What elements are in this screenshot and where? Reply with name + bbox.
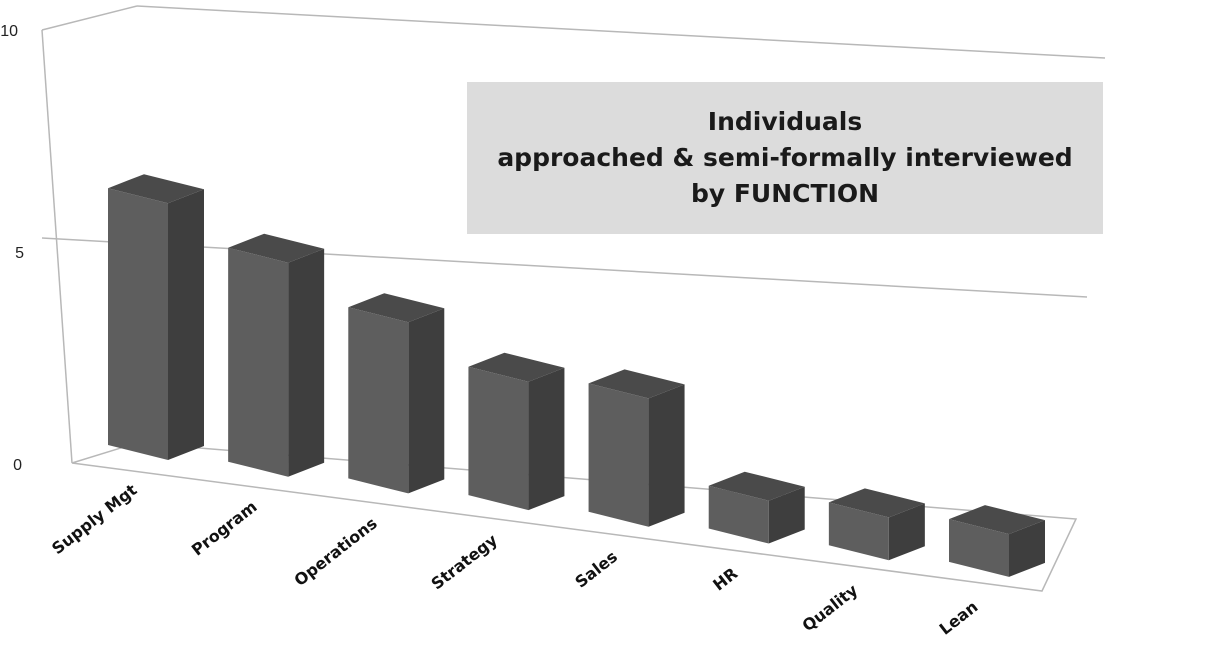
chart-title-line-3: by FUNCTION [690,179,880,208]
bar-side [168,189,204,460]
bar-side [768,486,805,544]
bar-sales [588,369,685,527]
x-tick-label: Strategy [428,530,502,593]
bar-front [468,366,529,511]
bar-supply-mgt [108,174,204,460]
bar-top [108,174,204,204]
bar-front [949,519,1009,577]
bar-lean [949,505,1045,577]
bar-side [288,248,325,477]
gridline-5 [41,237,1088,298]
bar-side [648,384,685,527]
bar-front [588,383,649,527]
bar-top [828,488,925,518]
chart-title-line-2: approached & semi-formally interviewed [497,143,1073,172]
bar-front [348,307,409,494]
bar-side [408,308,445,494]
bar-top [949,505,1045,535]
bar-side [528,367,565,511]
y-axis: 0 5 10 [0,23,24,474]
bar-side [1009,520,1045,577]
x-tick-label: Operations [291,514,381,590]
bar-top [468,352,565,382]
chart-title-line-1: Individuals [707,107,863,136]
side-wall-top-edge [41,5,138,31]
bar-strategy [468,352,565,511]
chart-floor [71,442,1078,592]
y-tick-label: 5 [15,245,24,262]
bar-quality [828,488,925,561]
bar-top [348,293,445,323]
chart-title-box: Individuals approached & semi-formally i… [467,82,1103,234]
bar-operations [348,293,445,494]
y-tick-label: 10 [0,23,18,40]
bar-top [708,471,805,501]
bar-program [228,233,325,477]
back-wall-left-edge [41,29,73,464]
bar-front [708,485,769,544]
bar-front [228,247,289,477]
bar-top [228,233,325,263]
bar-side [888,503,925,561]
bar-front [108,188,168,460]
y-tick-label: 0 [13,457,22,474]
bar-hr [708,471,805,544]
bars [108,174,1045,577]
x-tick-label: Supply Mgt [48,480,141,558]
gridline-10 [136,5,1106,59]
x-tick-label: HR [709,564,741,595]
x-tick-label: Sales [571,547,621,592]
x-tick-label: Program [188,497,261,560]
x-tick-label: Lean [936,597,982,639]
bar-front [828,502,889,561]
x-tick-label: Quality [799,580,862,635]
bar-top [588,369,685,399]
chart-walls [41,5,1106,592]
